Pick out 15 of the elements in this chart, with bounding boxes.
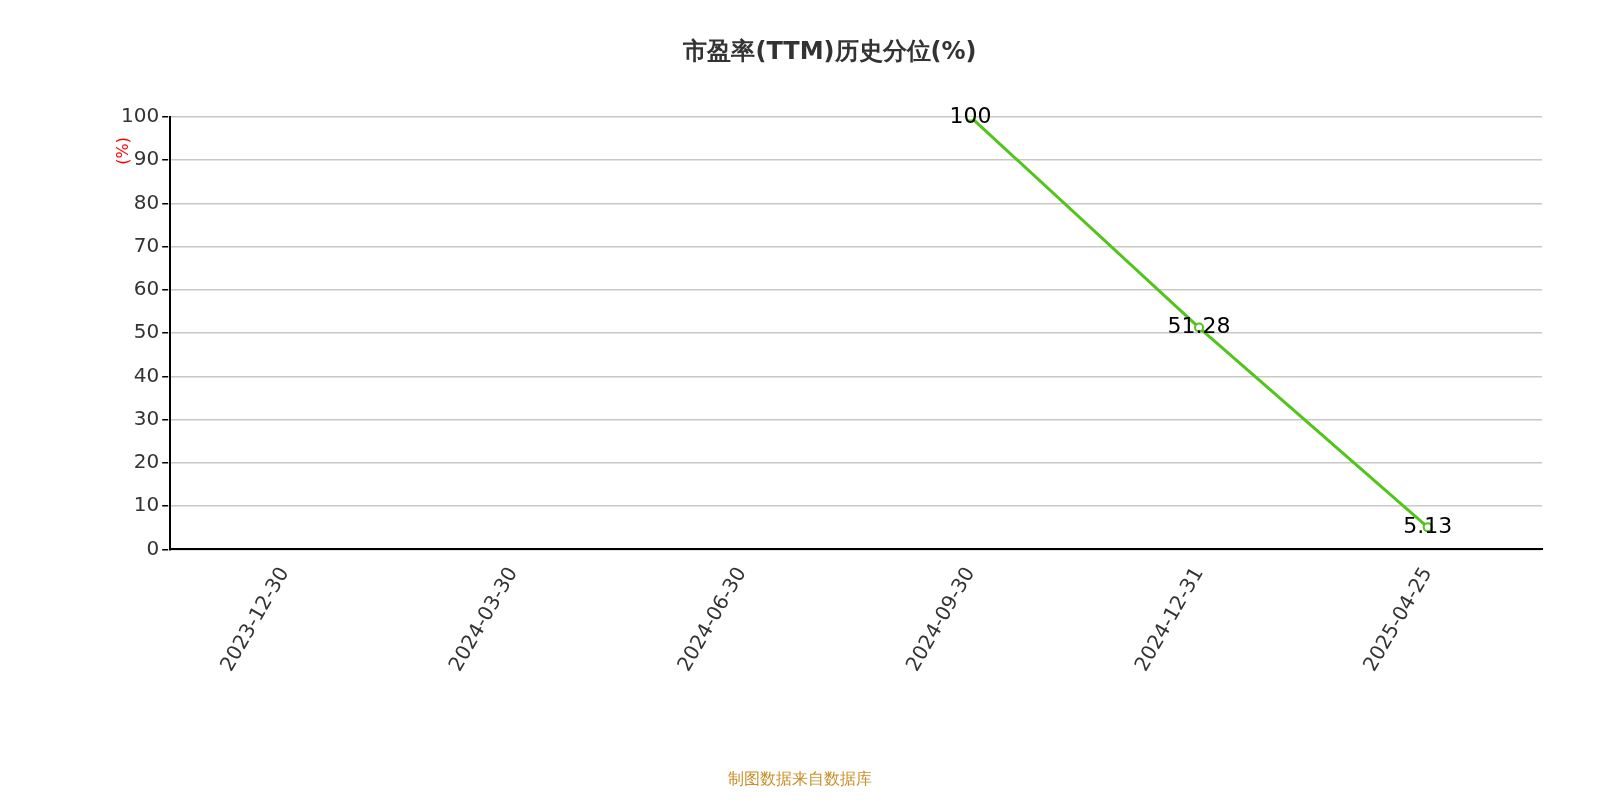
- y-tick-label: 0: [146, 535, 160, 560]
- y-tick-label: 50: [133, 319, 160, 344]
- y-tick-label: 90: [133, 146, 160, 171]
- y-tick-label: 60: [133, 276, 160, 301]
- y-tick-label: 10: [133, 492, 160, 517]
- y-axis-title: (%): [113, 136, 133, 165]
- y-tick-label: 80: [133, 189, 160, 214]
- chart-title: 市盈率(TTM)历史分位(%): [682, 36, 977, 65]
- y-tick-label: 70: [133, 232, 160, 257]
- y-tick-label: 20: [133, 449, 160, 474]
- data-label: 100: [949, 102, 992, 128]
- y-tick-label: 40: [133, 362, 160, 387]
- text: 制图数据来自数据库: [728, 769, 872, 789]
- y-tick-label: 30: [133, 405, 160, 430]
- y-tick-label: 100: [120, 103, 160, 127]
